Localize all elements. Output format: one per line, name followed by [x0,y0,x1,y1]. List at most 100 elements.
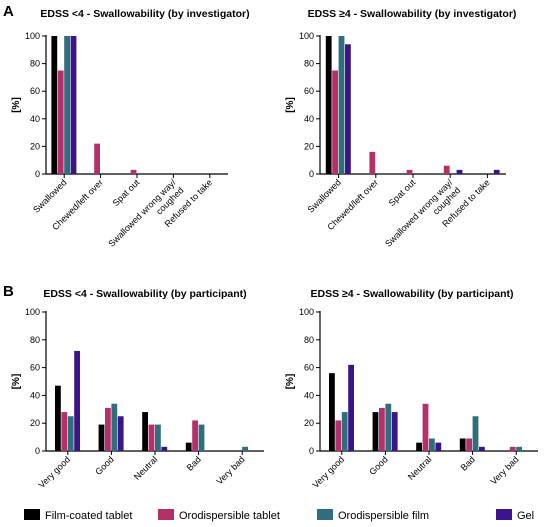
x-tick-label-line: Swallowed wrong way/ [383,177,455,249]
y-tick-label: 40 [30,114,40,124]
bar [111,403,118,451]
bar [459,438,466,451]
x-tick-label-line: Swallowed wrong way/ [106,177,178,249]
legend-item: Gel [496,509,534,522]
legend-swatch [496,509,512,520]
bar [332,70,338,174]
bar [472,416,479,451]
y-tick-label: 60 [30,86,40,96]
y-axis-label: [%] [11,374,22,390]
bar [341,412,348,451]
bar [74,350,80,451]
legend-item: Film-coated tablet [24,509,132,522]
y-tick-label: 40 [30,390,40,400]
x-tick-label: Very good [36,454,72,490]
bar [192,420,198,451]
bar [198,424,205,451]
bar [435,442,442,451]
bar [67,416,74,451]
chart-1: EDSS ≥4 - Swallowability (by investigato… [285,8,517,249]
legend-item: Orodispersible tablet [158,509,280,522]
x-tick-label: Swallowed [306,177,343,214]
panel-letter-a: A [3,3,14,20]
x-tick-label: Good [367,454,390,477]
bar [70,36,77,174]
bar [329,373,335,451]
y-tick-label: 100 [299,31,314,41]
legend-label: Orodispersible tablet [179,510,280,522]
bar [242,446,248,451]
bar [443,165,450,174]
bar [148,424,155,451]
bar [335,420,342,451]
legend-swatch [24,509,40,520]
bar [369,151,376,174]
chart-title: EDSS ≥4 - Swallowability (by participant… [311,288,514,300]
bar [493,169,500,174]
bar [98,424,105,451]
x-tick-label: Very bad [214,454,246,486]
bar [479,446,485,451]
y-tick-label: 100 [25,31,40,41]
x-tick-label: Bad [459,454,477,472]
legend-label: Film-coated tablet [45,510,132,522]
bar [142,412,148,451]
y-tick-label: 80 [30,335,40,345]
bar [429,438,435,451]
bar [51,36,58,174]
bar [416,442,422,451]
y-tick-label: 40 [304,114,314,124]
bar [456,169,463,174]
bar [516,446,522,451]
bar [372,412,379,451]
bar [155,424,161,451]
bar [161,446,168,451]
x-tick-label: Spat out [387,177,418,208]
legend-label: Gel [517,510,534,522]
chart-3: EDSS ≥4 - Swallowability (by participant… [285,288,538,490]
bar [105,407,111,451]
y-tick-label: 80 [30,59,40,69]
bar [385,403,392,451]
y-tick-label: 80 [304,59,314,69]
bar [94,143,100,174]
x-tick-label: Very good [310,454,346,490]
y-tick-label: 20 [30,141,40,151]
y-tick-label: 0 [309,446,314,456]
y-tick-label: 60 [30,363,40,373]
x-tick-label: Bad [185,454,203,472]
y-tick-label: 60 [304,363,314,373]
chart-title: EDSS <4 - Swallowability (by investigato… [40,8,249,20]
legend-label: Orodispersible film [338,510,429,522]
y-tick-label: 20 [304,418,314,428]
bar [406,169,413,174]
y-axis-label: [%] [285,97,296,113]
chart-title: EDSS ≥4 - Swallowability (by investigato… [308,8,517,20]
bar [391,412,398,451]
y-tick-label: 60 [304,86,314,96]
chart-0: EDSS <4 - Swallowability (by investigato… [11,8,250,249]
bar [345,44,351,174]
legend-swatch [158,509,174,520]
x-tick-label: Neutral [406,454,434,482]
panel-letter-b: B [3,283,14,300]
x-tick-label: Swallowed [31,177,68,214]
x-tick-label: Neutral [132,454,160,482]
bar [379,407,385,451]
legend-swatch [317,509,333,520]
y-tick-label: 20 [304,141,314,151]
chart-2: EDSS <4 - Swallowability (by participant… [11,288,264,490]
y-tick-label: 20 [30,418,40,428]
bar [338,36,345,174]
bar [57,70,64,174]
bar [185,442,192,451]
bar [348,364,354,451]
y-tick-label: 40 [304,390,314,400]
y-tick-label: 100 [299,307,314,317]
bar [422,403,429,451]
y-tick-label: 0 [35,446,40,456]
bar [117,416,124,451]
charts: EDSS <4 - Swallowability (by investigato… [11,8,538,490]
y-tick-label: 80 [304,335,314,345]
